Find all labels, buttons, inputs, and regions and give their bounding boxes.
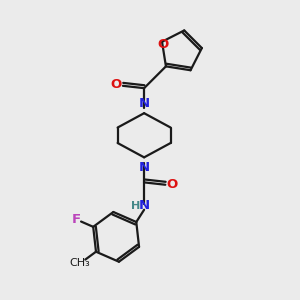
Text: O: O [158, 38, 169, 51]
Text: F: F [72, 213, 81, 226]
Text: N: N [139, 200, 150, 212]
Text: CH₃: CH₃ [70, 258, 91, 268]
Text: O: O [166, 178, 177, 191]
Text: N: N [139, 161, 150, 174]
Text: N: N [139, 97, 150, 110]
Text: H: H [131, 201, 141, 211]
Text: O: O [111, 78, 122, 91]
